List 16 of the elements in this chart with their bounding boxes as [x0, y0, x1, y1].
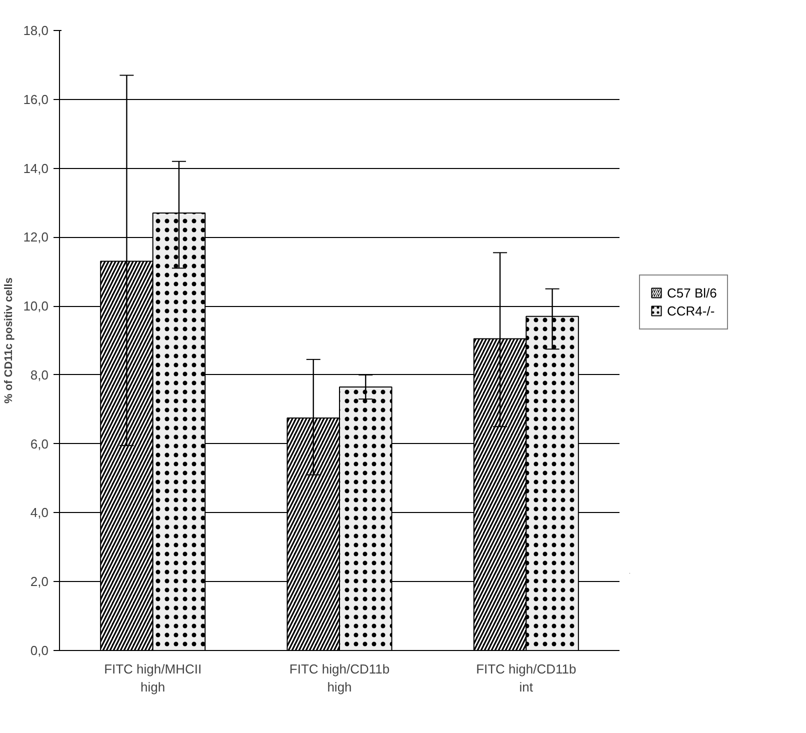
y-tick-label: 16,0: [23, 92, 49, 107]
y-tick-label: 4,0: [30, 505, 49, 520]
legend-label: C57 Bl/6: [667, 285, 717, 300]
y-tick-label: 14,0: [23, 160, 49, 176]
y-tick-label: 6,0: [30, 436, 49, 452]
x-tick-label: FITC high/MHCII high: [104, 662, 202, 694]
legend-label: CCR4-/-: [667, 303, 715, 318]
y-tick-label: 0,0: [30, 643, 49, 658]
x-tick-label: FITC high/CD11b int: [476, 662, 576, 694]
y-tick-label: 2,0: [30, 574, 49, 590]
y-axis-title: % of CD11c positiv cells: [3, 278, 16, 404]
x-tick-label: FITC high/CD11b high: [289, 662, 390, 694]
y-tick-label: 12,0: [23, 230, 49, 245]
y-tick-label: 8,0: [30, 367, 49, 382]
y-tick-label: 18,0: [23, 23, 49, 38]
y-tick-label: 10,0: [23, 298, 49, 314]
